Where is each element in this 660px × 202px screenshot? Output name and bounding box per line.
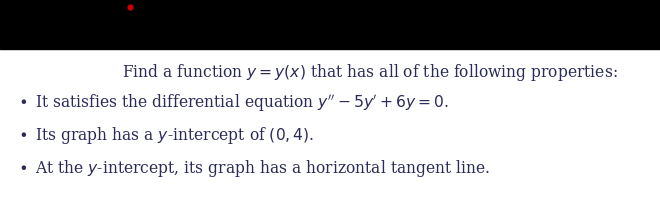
Text: $\bullet$: $\bullet$: [18, 157, 27, 174]
Text: $\bullet$: $\bullet$: [18, 92, 27, 108]
Bar: [0, 0, 660, 50]
Text: Find a function $y = y(x)$ that has all of the following properties:: Find a function $y = y(x)$ that has all …: [121, 62, 618, 83]
Text: $\bullet$: $\bullet$: [18, 124, 27, 141]
Text: Its graph has a $y$-intercept of $(0, 4)$.: Its graph has a $y$-intercept of $(0, 4)…: [35, 124, 314, 145]
Text: It satisfies the differential equation $y'' - 5y' + 6y = 0$.: It satisfies the differential equation $…: [35, 92, 449, 113]
Text: At the $y$-intercept, its graph has a horizontal tangent line.: At the $y$-intercept, its graph has a ho…: [35, 157, 490, 178]
